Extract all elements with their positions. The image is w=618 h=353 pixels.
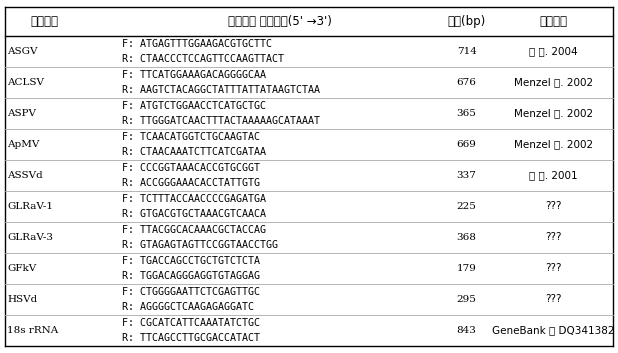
Text: 669: 669 (457, 140, 476, 149)
Text: R: AAGTCTACAGGCTATTTATTATAAGTCTAA: R: AAGTCTACAGGCTATTTATTATAAGTCTAA (122, 85, 320, 95)
Text: 843: 843 (457, 326, 476, 335)
Text: 이 등. 2001: 이 등. 2001 (529, 170, 577, 180)
Text: R: TTGGGATCAACTTTACTAAAAAGCATAAAT: R: TTGGGATCAACTTTACTAAAAAGCATAAAT (122, 116, 320, 126)
Text: ???: ??? (545, 294, 561, 304)
Text: R: CTAACAAATCTTCATCGATAA: R: CTAACAAATCTTCATCGATAA (122, 146, 266, 157)
Text: R: TGGACAGGGAGGTGTAGGAG: R: TGGACAGGGAGGTGTAGGAG (122, 271, 260, 281)
Text: R: TTCAGCCTTGCGACCATACT: R: TTCAGCCTTGCGACCATACT (122, 333, 260, 342)
Text: F: TTCATGGAAAGACAGGGGCAA: F: TTCATGGAAAGACAGGGGCAA (122, 70, 266, 80)
Text: R: GTGACGTGCTAAACGTCAACA: R: GTGACGTGCTAAACGTCAACA (122, 209, 266, 219)
Text: ???: ??? (545, 233, 561, 243)
Text: 368: 368 (457, 233, 476, 242)
Text: GeneBank ： DQ341382: GeneBank ： DQ341382 (492, 325, 614, 335)
Text: 크기(bp): 크기(bp) (447, 15, 486, 28)
Text: GFkV: GFkV (7, 264, 36, 273)
Text: ApMV: ApMV (7, 140, 40, 149)
Text: F: ATGTCTGGAACCTCATGCTGC: F: ATGTCTGGAACCTCATGCTGC (122, 101, 266, 111)
Text: GLRaV-1: GLRaV-1 (7, 202, 53, 211)
Text: Menzel 등. 2002: Menzel 등. 2002 (514, 78, 593, 88)
Text: F: CGCATCATTCAAATATCTGC: F: CGCATCATTCAAATATCTGC (122, 318, 260, 328)
Text: 714: 714 (457, 47, 476, 56)
Text: F: CCCGGTAAACACCGTGCGGT: F: CCCGGTAAACACCGTGCGGT (122, 163, 260, 173)
Text: ASPV: ASPV (7, 109, 36, 118)
Text: 337: 337 (457, 171, 476, 180)
Text: F: CTGGGGAATTCTCGAGTTGC: F: CTGGGGAATTCTCGAGTTGC (122, 287, 260, 297)
Text: 225: 225 (457, 202, 476, 211)
Text: F: ATGAGTTTGGAAGACGTGCTTC: F: ATGAGTTTGGAAGACGTGCTTC (122, 40, 273, 49)
Text: ???: ??? (545, 202, 561, 211)
Text: F: TTACGGCACAAACGCTACCAG: F: TTACGGCACAAACGCTACCAG (122, 225, 266, 235)
Text: F: TGACCAGCCTGCTGTCTCTA: F: TGACCAGCCTGCTGTCTCTA (122, 256, 260, 266)
Text: 심 등. 2004: 심 등. 2004 (529, 47, 577, 56)
Text: 365: 365 (457, 109, 476, 118)
Text: ASGV: ASGV (7, 47, 38, 56)
Text: 참고문헌: 참고문헌 (539, 15, 567, 28)
Text: ASSVd: ASSVd (7, 171, 43, 180)
Text: ACLSV: ACLSV (7, 78, 44, 87)
Text: R: AGGGGCTCAAGAGAGGATC: R: AGGGGCTCAAGAGAGGATC (122, 301, 255, 312)
Text: 18s rRNA: 18s rRNA (7, 326, 59, 335)
Text: Menzel 등. 2002: Menzel 등. 2002 (514, 139, 593, 149)
Text: R: GTAGAGTAGTTCCGGTAACCTGG: R: GTAGAGTAGTTCCGGTAACCTGG (122, 240, 278, 250)
Text: 프라이머 염기서열(5' →3'): 프라이머 염기서열(5' →3') (228, 15, 332, 28)
Text: F: TCTTTACCAACCCCGAGATGA: F: TCTTTACCAACCCCGAGATGA (122, 195, 266, 204)
Text: R: CTAACCCTCCAGTTCCAAGTTACT: R: CTAACCCTCCAGTTCCAAGTTACT (122, 54, 284, 64)
Text: 바이러스: 바이러스 (30, 15, 59, 28)
Text: 179: 179 (457, 264, 476, 273)
Text: 676: 676 (457, 78, 476, 87)
Text: ???: ??? (545, 263, 561, 274)
Text: 295: 295 (457, 295, 476, 304)
Text: GLRaV-3: GLRaV-3 (7, 233, 53, 242)
Text: R: ACCGGGAAACACCTATTGTG: R: ACCGGGAAACACCTATTGTG (122, 178, 260, 187)
Text: Menzel 등. 2002: Menzel 등. 2002 (514, 108, 593, 119)
Text: F: TCAACATGGTCTGCAAGTAC: F: TCAACATGGTCTGCAAGTAC (122, 132, 260, 142)
Text: HSVd: HSVd (7, 295, 38, 304)
